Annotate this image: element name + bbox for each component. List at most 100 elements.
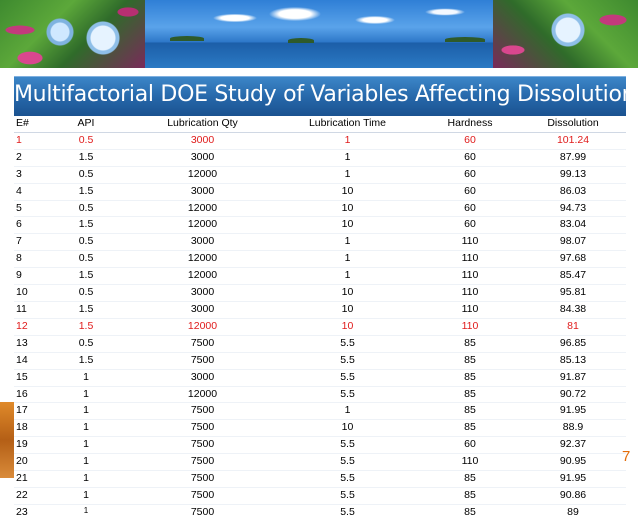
cell-api: 1.5 <box>42 216 130 234</box>
header-lubrication-qty: Lubrication Qty <box>130 116 275 133</box>
header-hardness: Hardness <box>420 116 520 133</box>
cell-dissolution: 87.99 <box>520 148 626 167</box>
cell-hardness: 110 <box>420 250 520 268</box>
cell-enum: 14 <box>14 351 42 370</box>
cell-lubrication-qty: 3000 <box>130 148 275 167</box>
cell-dissolution: 98.07 <box>520 233 626 251</box>
cell-lubrication-time: 5.5 <box>275 351 420 370</box>
cell-hardness: 85 <box>420 351 520 370</box>
cell-enum: 9 <box>14 267 42 285</box>
cell-api: 1.5 <box>42 300 130 319</box>
table-row: 1 0.5 3000 1 60 101.24 <box>14 131 626 150</box>
cell-hardness: 60 <box>420 131 520 150</box>
cell-dissolution: 88.9 <box>520 419 626 437</box>
cell-dissolution: 90.86 <box>520 486 626 505</box>
table-row: 20 1 7500 5.5 110 90.95 <box>14 453 626 471</box>
cell-lubrication-time: 10 <box>275 317 420 336</box>
cell-api: 1 <box>42 470 130 488</box>
cell-enum: 4 <box>14 182 42 201</box>
table-row: 23 1 7500 5.5 85 89 <box>14 503 626 521</box>
cell-hardness: 110 <box>420 317 520 336</box>
table-row: 22 1 7500 5.5 85 90.86 <box>14 486 626 505</box>
table-row: 21 1 7500 5.5 85 91.95 <box>14 470 626 488</box>
header-enum: E# <box>14 116 42 133</box>
cell-dissolution: 99.13 <box>520 165 626 184</box>
cell-lubrication-qty: 12000 <box>130 385 275 403</box>
cell-enum: 11 <box>14 300 42 319</box>
cell-lubrication-qty: 12000 <box>130 317 275 336</box>
table-row: 4 1.5 3000 10 60 86.03 <box>14 182 626 201</box>
cell-api: 0.5 <box>42 334 130 353</box>
table-row: 14 1.5 7500 5.5 85 85.13 <box>14 351 626 370</box>
table-row: 16 1 12000 5.5 85 90.72 <box>14 385 626 403</box>
cell-enum: 16 <box>14 385 42 403</box>
cell-lubrication-qty: 12000 <box>130 267 275 285</box>
cell-dissolution: 85.47 <box>520 267 626 285</box>
cell-hardness: 110 <box>420 267 520 285</box>
slide-number: 7 <box>622 448 631 465</box>
cell-enum: 19 <box>14 436 42 454</box>
doe-table: E# API Lubrication Qty Lubrication Time Hard… <box>14 116 626 521</box>
cell-api: 1 <box>42 436 130 454</box>
cell-api: 0.5 <box>42 165 130 184</box>
table-row: 10 0.5 3000 10 110 95.81 <box>14 284 626 302</box>
cell-api: 1.5 <box>42 267 130 285</box>
cell-api: 1.5 <box>42 351 130 370</box>
cell-lubrication-time: 1 <box>275 250 420 268</box>
island-silhouette <box>445 37 485 42</box>
cell-lubrication-time: 5.5 <box>275 486 420 505</box>
cell-hardness: 60 <box>420 216 520 234</box>
cell-hardness: 85 <box>420 470 520 488</box>
cell-lubrication-time: 1 <box>275 131 420 150</box>
cell-api: 0.5 <box>42 199 130 217</box>
cell-lubrication-qty: 3000 <box>130 182 275 201</box>
cell-hardness: 85 <box>420 385 520 403</box>
cell-api: 1 <box>42 402 130 420</box>
cell-lubrication-time: 5.5 <box>275 368 420 386</box>
table-row: 9 1.5 12000 1 110 85.47 <box>14 267 626 285</box>
cell-dissolution: 91.95 <box>520 470 626 488</box>
cell-lubrication-qty: 3000 <box>130 300 275 319</box>
cell-lubrication-time: 5.5 <box>275 334 420 353</box>
cell-lubrication-qty: 3000 <box>130 368 275 386</box>
cell-api: 1 <box>42 419 130 437</box>
cell-dissolution: 81 <box>520 317 626 336</box>
cell-dissolution: 86.03 <box>520 182 626 201</box>
header-lubrication-time: Lubrication Time <box>275 116 420 133</box>
cell-lubrication-time: 1 <box>275 165 420 184</box>
cell-lubrication-time: 1 <box>275 233 420 251</box>
cell-lubrication-time: 5.5 <box>275 503 420 521</box>
table-row: 11 1.5 3000 10 110 84.38 <box>14 300 626 319</box>
cell-lubrication-qty: 3000 <box>130 233 275 251</box>
cell-api: 1 <box>42 453 130 471</box>
cell-hardness: 110 <box>420 284 520 302</box>
cell-lubrication-time: 5.5 <box>275 470 420 488</box>
table-row: 6 1.5 12000 10 60 83.04 <box>14 216 626 234</box>
slide-title: Multifactorial DOE Study of Variables Af… <box>14 82 636 107</box>
cell-lubrication-time: 1 <box>275 267 420 285</box>
cell-lubrication-time: 5.5 <box>275 436 420 454</box>
table-body: 1 0.5 3000 1 60 101.24 2 1.5 3000 1 60 87.99 3 0.5 120… <box>14 131 626 521</box>
cell-lubrication-qty: 3000 <box>130 284 275 302</box>
cell-hardness: 85 <box>420 503 520 521</box>
cell-hardness: 110 <box>420 233 520 251</box>
cell-enum: 23 <box>14 503 42 521</box>
doe-table-container: E# API Lubrication Qty Lubrication Time Hard… <box>14 116 626 521</box>
header-api: API <box>42 116 130 133</box>
cell-lubrication-qty: 12000 <box>130 199 275 217</box>
cell-api: 1 <box>42 503 130 521</box>
cell-api: 1.5 <box>42 182 130 201</box>
cell-dissolution: 97.68 <box>520 250 626 268</box>
cell-lubrication-qty: 7500 <box>130 436 275 454</box>
cell-lubrication-time: 10 <box>275 284 420 302</box>
cell-enum: 6 <box>14 216 42 234</box>
cell-dissolution: 95.81 <box>520 284 626 302</box>
cell-enum: 1 <box>14 131 42 150</box>
table-row: 17 1 7500 1 85 91.95 <box>14 402 626 420</box>
title-bar: Multifactorial DOE Study of Variables Af… <box>14 76 636 116</box>
cell-enum: 17 <box>14 402 42 420</box>
cell-dissolution: 101.24 <box>520 131 626 150</box>
cell-enum: 20 <box>14 453 42 471</box>
cell-enum: 22 <box>14 486 42 505</box>
table-row: 3 0.5 12000 1 60 99.13 <box>14 165 626 184</box>
